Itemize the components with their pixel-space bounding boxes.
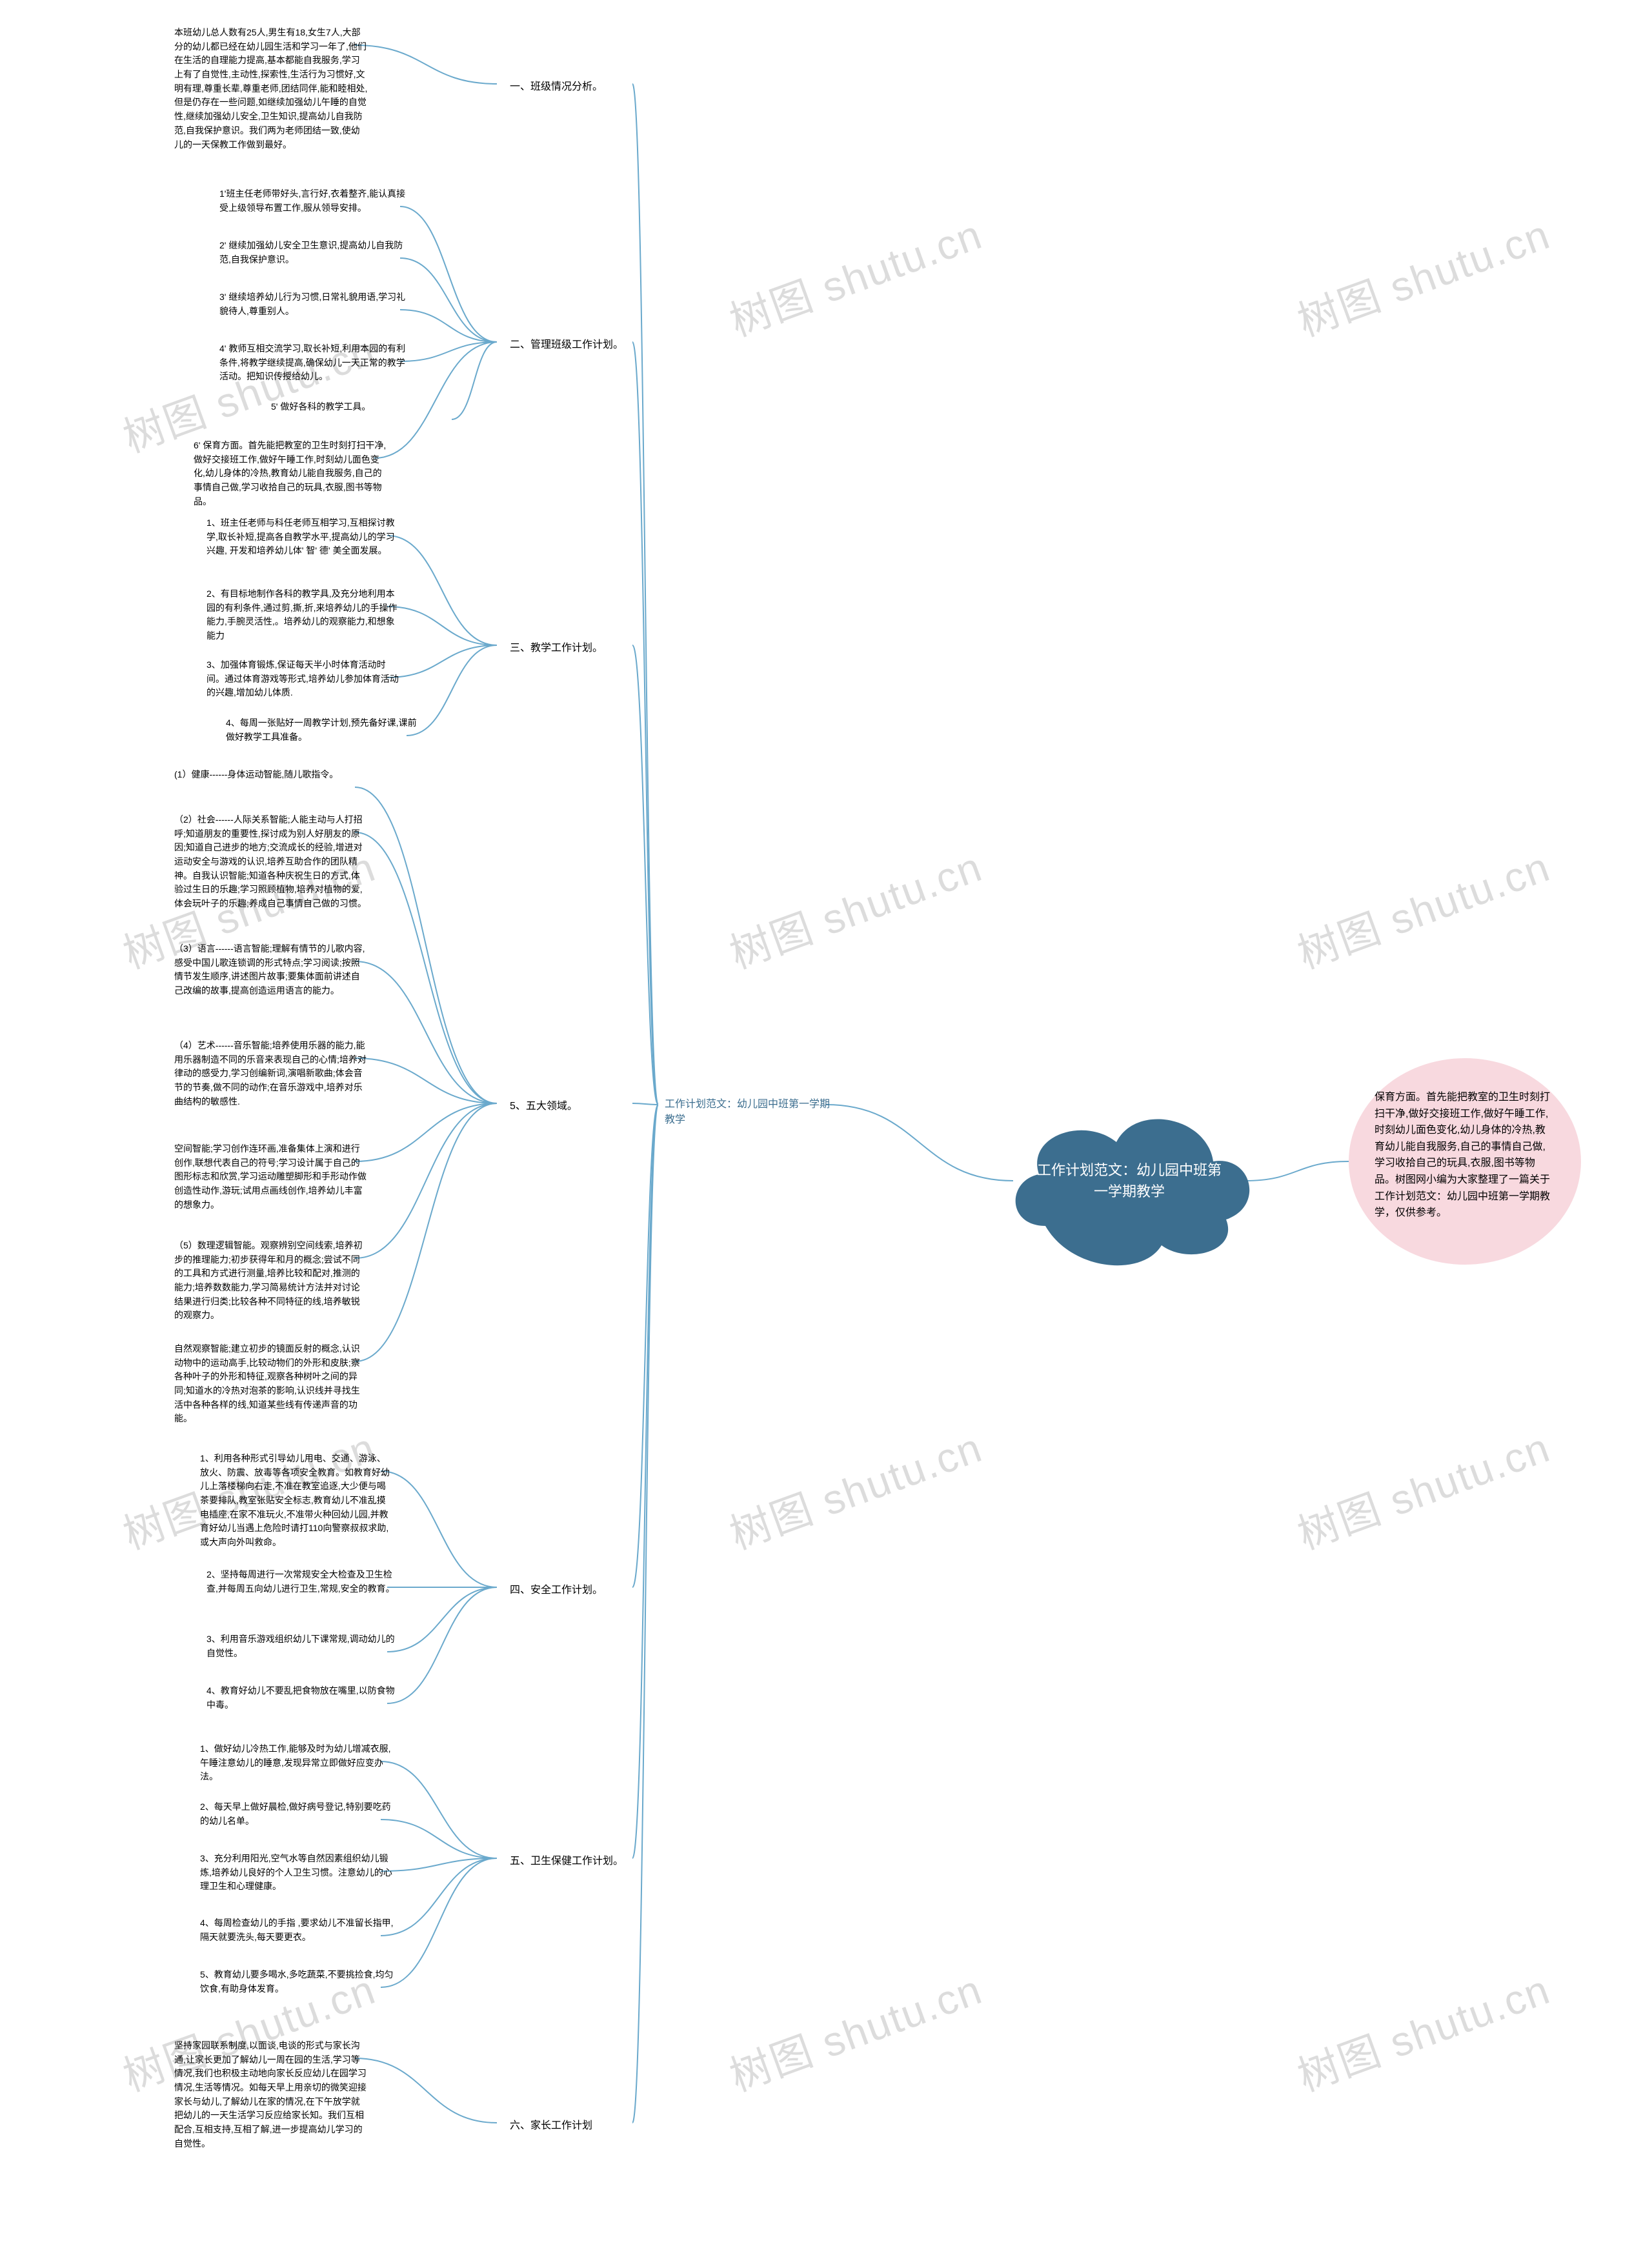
leaf-b5-1: 2、坚持每周进行一次常规安全大检查及卫生检查,并每周五向幼儿进行卫生,常规,安全… — [206, 1568, 400, 1596]
watermark: 树图 shutu.cn — [721, 202, 989, 348]
summary-bubble: 保育方面。首先能把教室的卫生时刻打扫干净,做好交接班工作,做好午睡工作,时刻幼儿… — [1349, 1058, 1581, 1265]
leaf-b2-5: 6' 保育方面。首先能把教室的卫生时刻打扫干净,做好交接班工作,做好午睡工作,时… — [194, 439, 387, 508]
leaf-b4-2: （3）语言------语言智能;理解有情节的儿歌内容,感受中国儿歌连锁调的形式特… — [174, 942, 368, 998]
leaf-b3-0: 1、班主任老师与科任老师互相学习,互相探讨教学,取长补短,提高各自教学水平,提高… — [206, 516, 400, 558]
branch-label-b1: 一、班级情况分析。 — [510, 77, 603, 93]
leaf-b4-5: （5）数理逻辑智能。观察辨别空间线索,培养初步的推理能力;初步获得年和月的概念;… — [174, 1239, 368, 1323]
leaf-b5-3: 4、教育好幼儿不要乱把食物放在嘴里,以防食物中毒。 — [206, 1684, 400, 1712]
watermark: 树图 shutu.cn — [1289, 202, 1557, 348]
leaf-b2-4: 5' 做好各科的教学工具。 — [271, 400, 370, 414]
leaf-b2-0: 1'班主任老师带好头,言行好,衣着整齐,能认真接受上级领导布置工作,服从领导安排… — [219, 187, 413, 215]
branch-label-b4: 5、五大领域。 — [510, 1097, 578, 1112]
center-title: 工作计划范文：幼儿园中班第一学期教学 — [994, 1084, 1265, 1278]
leaf-b3-1: 2、有目标地制作各科的教学具,及充分地利用本园的有利条件,通过剪,撕,折,来培养… — [206, 587, 400, 643]
watermark: 树图 shutu.cn — [1289, 1415, 1557, 1561]
center-node: 工作计划范文：幼儿园中班第一学期教学 — [994, 1084, 1265, 1278]
leaf-b5-0: 1、利用各种形式引导幼儿用电、交通、游泳、放火、防震、放毒等各项安全教育。如教育… — [200, 1452, 394, 1550]
watermark: 树图 shutu.cn — [721, 1957, 989, 2103]
branch-label-b2: 二、管理班级工作计划。 — [510, 336, 623, 351]
branch-label-b6: 五、卫生保健工作计划。 — [510, 1852, 623, 1867]
leaf-b2-1: 2' 继续加强幼儿安全卫生意识,提高幼儿自我防范,自我保护意识。 — [219, 239, 413, 266]
leaf-b7-0: 坚持家园联系制度,以面谈,电谈的形式与家长沟通,让家长更加了解幼儿一周在园的生活… — [174, 2039, 368, 2151]
leaf-b6-2: 3、充分利用阳光,空气水等自然因素组织幼儿锻炼,培养幼儿良好的个人卫生习惯。注意… — [200, 1852, 394, 1894]
watermark: 树图 shutu.cn — [1289, 1957, 1557, 2103]
watermark: 树图 shutu.cn — [721, 834, 989, 981]
leaf-b1-0: 本班幼儿总人数有25人,男生有18,女生7人,大部分的幼儿都已经在幼儿园生活和学… — [174, 26, 368, 152]
leaf-b4-0: (1）健康------身体运动智能,随儿歌指令。 — [174, 768, 338, 782]
leaf-b6-0: 1、做好幼儿冷热工作,能够及时为幼儿增减衣服,午睡注意幼儿的睡意,发现异常立即做… — [200, 1742, 394, 1784]
leaf-b4-1: （2）社会------人际关系智能;人能主动与人打招呼;知道朋友的重要性,探讨成… — [174, 813, 368, 911]
branch-label-b5: 四、安全工作计划。 — [510, 1581, 603, 1596]
leaf-b5-2: 3、利用音乐游戏组织幼儿下课常规,调动幼儿的自觉性。 — [206, 1632, 400, 1660]
branch-label-b7: 六、家长工作计划 — [510, 2116, 592, 2132]
leaf-b4-4: 空间智能;学习创作连环画,准备集体上演和进行创作,联想代表自己的符号;学习设计属… — [174, 1142, 368, 1212]
leaf-b4-3: （4）艺术------音乐智能;培养使用乐器的能力,能用乐器制造不同的乐音来表现… — [174, 1039, 368, 1108]
leaf-b6-4: 5、教育幼儿要多喝水,多吃蔬菜,不要挑捡食,均匀饮食,有助身体发育。 — [200, 1968, 394, 1996]
lvl1-label: 工作计划范文：幼儿园中班第一学期教学 — [665, 1097, 832, 1128]
watermark: 树图 shutu.cn — [721, 1415, 989, 1561]
lvl1-text: 工作计划范文：幼儿园中班第一学期教学 — [665, 1099, 830, 1125]
leaf-b3-3: 4、每周一张贴好一周教学计划,预先备好课,课前做好教学工具准备。 — [226, 716, 419, 744]
leaf-b4-6: 自然观察智能;建立初步的镜面反射的概念,认识动物中的运动高手,比较动物们的外形和… — [174, 1342, 368, 1426]
leaf-b2-3: 4' 教师互相交流学习,取长补短,利用本园的有利条件,将教学继续提高,确保幼儿一… — [219, 342, 413, 384]
leaf-b2-2: 3' 继续培养幼儿行为习惯,日常礼貌用语,学习礼貌待人,尊重别人。 — [219, 290, 413, 318]
leaf-b3-2: 3、加强体育锻炼,保证每天半小时体育活动时间。通过体育游戏等形式,培养幼儿参加体… — [206, 658, 400, 700]
leaf-b6-3: 4、每周检查幼儿的手指 ,要求幼儿不准留长指甲,隔天就要洗头,每天要更衣。 — [200, 1916, 394, 1944]
watermark: 树图 shutu.cn — [1289, 834, 1557, 981]
summary-text: 保育方面。首先能把教室的卫生时刻打扫干净,做好交接班工作,做好午睡工作,时刻幼儿… — [1375, 1092, 1550, 1218]
branch-label-b3: 三、教学工作计划。 — [510, 639, 603, 654]
leaf-b6-1: 2、每天早上做好晨检,做好病号登记,特别要吃药的幼儿名单。 — [200, 1800, 394, 1828]
